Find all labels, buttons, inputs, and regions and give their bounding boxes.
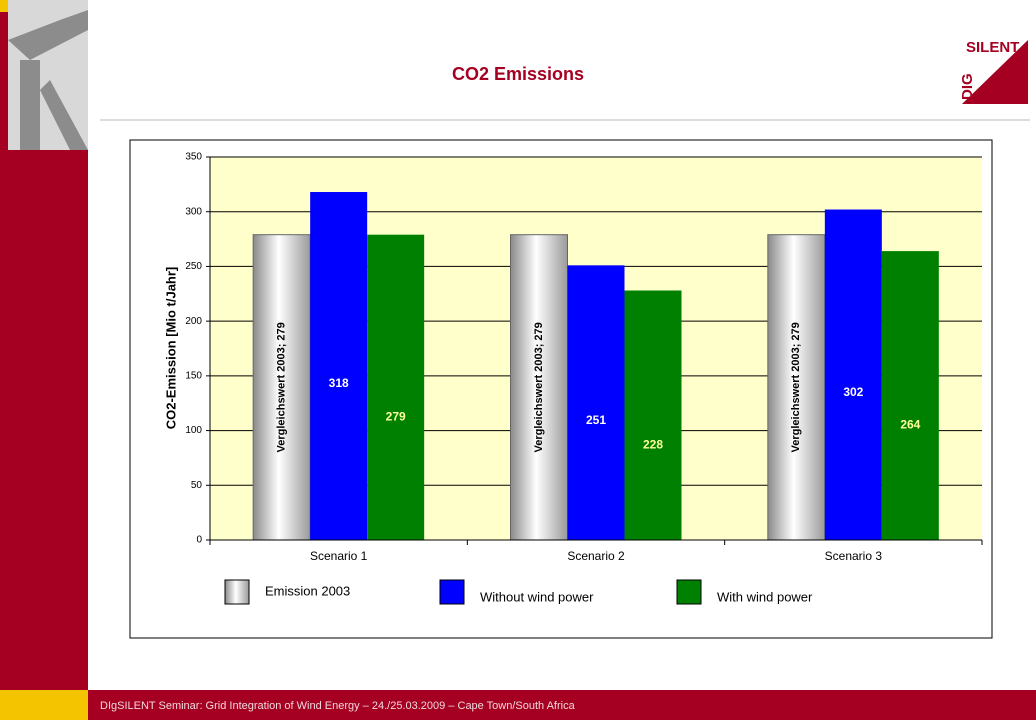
logo-triangle bbox=[962, 40, 1028, 104]
sidebar-accent bbox=[0, 0, 8, 12]
footer-text: DIgSILENT Seminar: Grid Integration of W… bbox=[100, 700, 576, 712]
value-label: Vergleichswert 2003; 279 bbox=[790, 322, 802, 452]
value-label: 279 bbox=[386, 410, 406, 424]
image-shapes bbox=[8, 10, 88, 150]
bar bbox=[567, 265, 625, 540]
legend-label: With wind power bbox=[717, 589, 813, 604]
y-tick-label: 350 bbox=[185, 152, 202, 163]
legend-swatch bbox=[676, 579, 702, 605]
y-tick-label: 150 bbox=[185, 370, 202, 381]
x-tick-label: Scenario 1 bbox=[310, 549, 368, 563]
value-label: Vergleichswert 2003; 279 bbox=[276, 322, 288, 452]
bar bbox=[824, 209, 882, 541]
bar bbox=[624, 290, 682, 540]
value-label: 228 bbox=[643, 437, 663, 451]
legend-swatch bbox=[224, 579, 250, 605]
y-tick-label: 200 bbox=[185, 316, 202, 327]
y-tick-label: 100 bbox=[185, 425, 202, 436]
legend-label: Emission 2003 bbox=[265, 583, 350, 598]
bar bbox=[767, 234, 826, 541]
x-tick-label: Scenario 2 bbox=[567, 549, 625, 563]
bar bbox=[881, 251, 939, 540]
value-label: 318 bbox=[329, 376, 349, 390]
legend-label: Without wind power bbox=[480, 589, 594, 604]
footer-bar bbox=[88, 690, 1036, 720]
y-tick-label: 0 bbox=[196, 535, 202, 546]
chart-title: CO2 Emissions bbox=[452, 64, 584, 84]
legend-swatch bbox=[439, 579, 465, 605]
bar bbox=[252, 234, 311, 541]
value-label: Vergleichswert 2003; 279 bbox=[533, 322, 545, 452]
x-tick-label: Scenario 3 bbox=[825, 549, 883, 563]
footer-accent bbox=[0, 690, 88, 720]
y-tick-label: 250 bbox=[185, 261, 202, 272]
value-label: 264 bbox=[900, 418, 920, 432]
value-label: 251 bbox=[586, 413, 606, 427]
y-tick-label: 300 bbox=[185, 206, 202, 217]
y-tick-label: 50 bbox=[191, 480, 203, 491]
y-axis-label: CO2-Emission [Mio t/Jahr] bbox=[163, 267, 178, 430]
bar bbox=[510, 234, 568, 541]
logo-text: SILENT bbox=[966, 39, 1019, 56]
bar bbox=[310, 192, 368, 540]
logo-text: DIG bbox=[959, 73, 976, 100]
value-label: 302 bbox=[843, 385, 863, 399]
bar bbox=[367, 234, 425, 541]
